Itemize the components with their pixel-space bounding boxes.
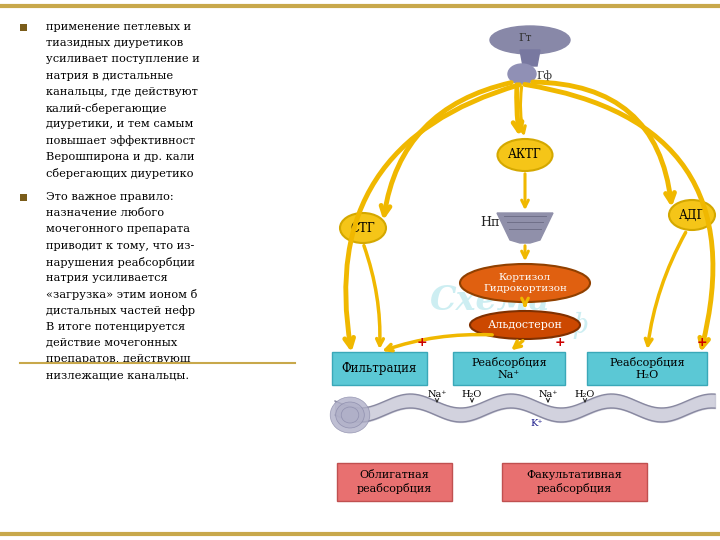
Text: Это важное правило:: Это важное правило: <box>46 192 174 202</box>
Text: сберегающих диуретико: сберегающих диуретико <box>46 168 194 179</box>
Ellipse shape <box>508 64 536 84</box>
Text: мочегонного препарата: мочегонного препарата <box>46 225 190 234</box>
FancyBboxPatch shape <box>502 463 647 501</box>
Ellipse shape <box>340 213 386 243</box>
Text: K⁺: K⁺ <box>531 419 544 428</box>
Text: Нп: Нп <box>480 215 500 228</box>
FancyBboxPatch shape <box>587 352 707 385</box>
Text: Облигатная
реабсорбция: Облигатная реабсорбция <box>357 470 432 494</box>
Text: усиливает поступление и: усиливает поступление и <box>46 55 199 64</box>
Text: диуретики, и тем самым: диуретики, и тем самым <box>46 119 194 129</box>
Ellipse shape <box>498 139 552 171</box>
Ellipse shape <box>341 407 359 423</box>
Text: канальцы, где действуют: канальцы, где действуют <box>46 87 198 97</box>
Text: В итоге потенцируется: В итоге потенцируется <box>46 322 185 332</box>
Text: АКТГ: АКТГ <box>508 148 542 161</box>
Text: препаратов, действующ: препаратов, действующ <box>46 354 191 364</box>
Ellipse shape <box>669 200 715 230</box>
Ellipse shape <box>490 26 570 54</box>
Text: H₂O: H₂O <box>575 390 595 399</box>
Text: дистальных частей нефр: дистальных частей нефр <box>46 306 195 316</box>
Text: +: + <box>554 336 565 349</box>
Text: тиазидных диуретиков: тиазидных диуретиков <box>46 38 184 48</box>
Text: СТГ: СТГ <box>351 221 375 234</box>
Text: Na⁺: Na⁺ <box>539 390 558 399</box>
Ellipse shape <box>460 264 590 302</box>
Text: приводит к тому, что из-: приводит к тому, что из- <box>46 241 194 251</box>
Text: Факультативная
реабсорбция: Факультативная реабсорбция <box>526 470 622 494</box>
Text: натрия в дистальные: натрия в дистальные <box>46 71 173 80</box>
Text: применение петлевых и: применение петлевых и <box>46 22 191 32</box>
Polygon shape <box>497 213 553 243</box>
Ellipse shape <box>336 402 364 428</box>
Polygon shape <box>520 50 540 66</box>
Text: назначение любого: назначение любого <box>46 208 164 218</box>
Text: Схема: Схема <box>429 284 551 316</box>
Text: действие мочегонных: действие мочегонных <box>46 338 177 348</box>
Text: .рф: .рф <box>541 312 589 339</box>
FancyBboxPatch shape <box>332 352 427 385</box>
Text: Кортизол
Гидрокортизон: Кортизол Гидрокортизон <box>483 273 567 293</box>
Text: Верошпирона и др. кали: Верошпирона и др. кали <box>46 152 194 161</box>
Text: Реабсорбция
Na⁺: Реабсорбция Na⁺ <box>471 357 546 380</box>
Text: Реабсорбция
H₂O: Реабсорбция H₂O <box>609 357 685 380</box>
Text: Na⁺: Na⁺ <box>427 390 446 399</box>
Text: Гф: Гф <box>536 71 552 82</box>
Text: Гт: Гт <box>518 33 532 43</box>
Text: АДГ: АДГ <box>679 208 705 221</box>
FancyBboxPatch shape <box>453 352 565 385</box>
Ellipse shape <box>330 397 370 433</box>
Text: Фильтрация: Фильтрация <box>342 362 417 375</box>
Text: +: + <box>417 336 427 349</box>
FancyBboxPatch shape <box>337 463 452 501</box>
Bar <box>20 24 27 31</box>
Ellipse shape <box>470 311 580 339</box>
Text: H₂O: H₂O <box>462 390 482 399</box>
Text: низлежащие канальцы.: низлежащие канальцы. <box>46 370 189 380</box>
Text: калий-сберегающие: калий-сберегающие <box>46 103 168 114</box>
Text: «загрузка» этим ионом б: «загрузка» этим ионом б <box>46 289 197 300</box>
Text: Альдостерон: Альдостерон <box>487 320 562 330</box>
Text: натрия усиливается: натрия усиливается <box>46 273 168 283</box>
Text: повышает эффективност: повышает эффективност <box>46 136 195 146</box>
Bar <box>20 194 27 201</box>
Text: +: + <box>697 336 707 349</box>
Text: нарушения реабсорбции: нарушения реабсорбции <box>46 257 195 268</box>
